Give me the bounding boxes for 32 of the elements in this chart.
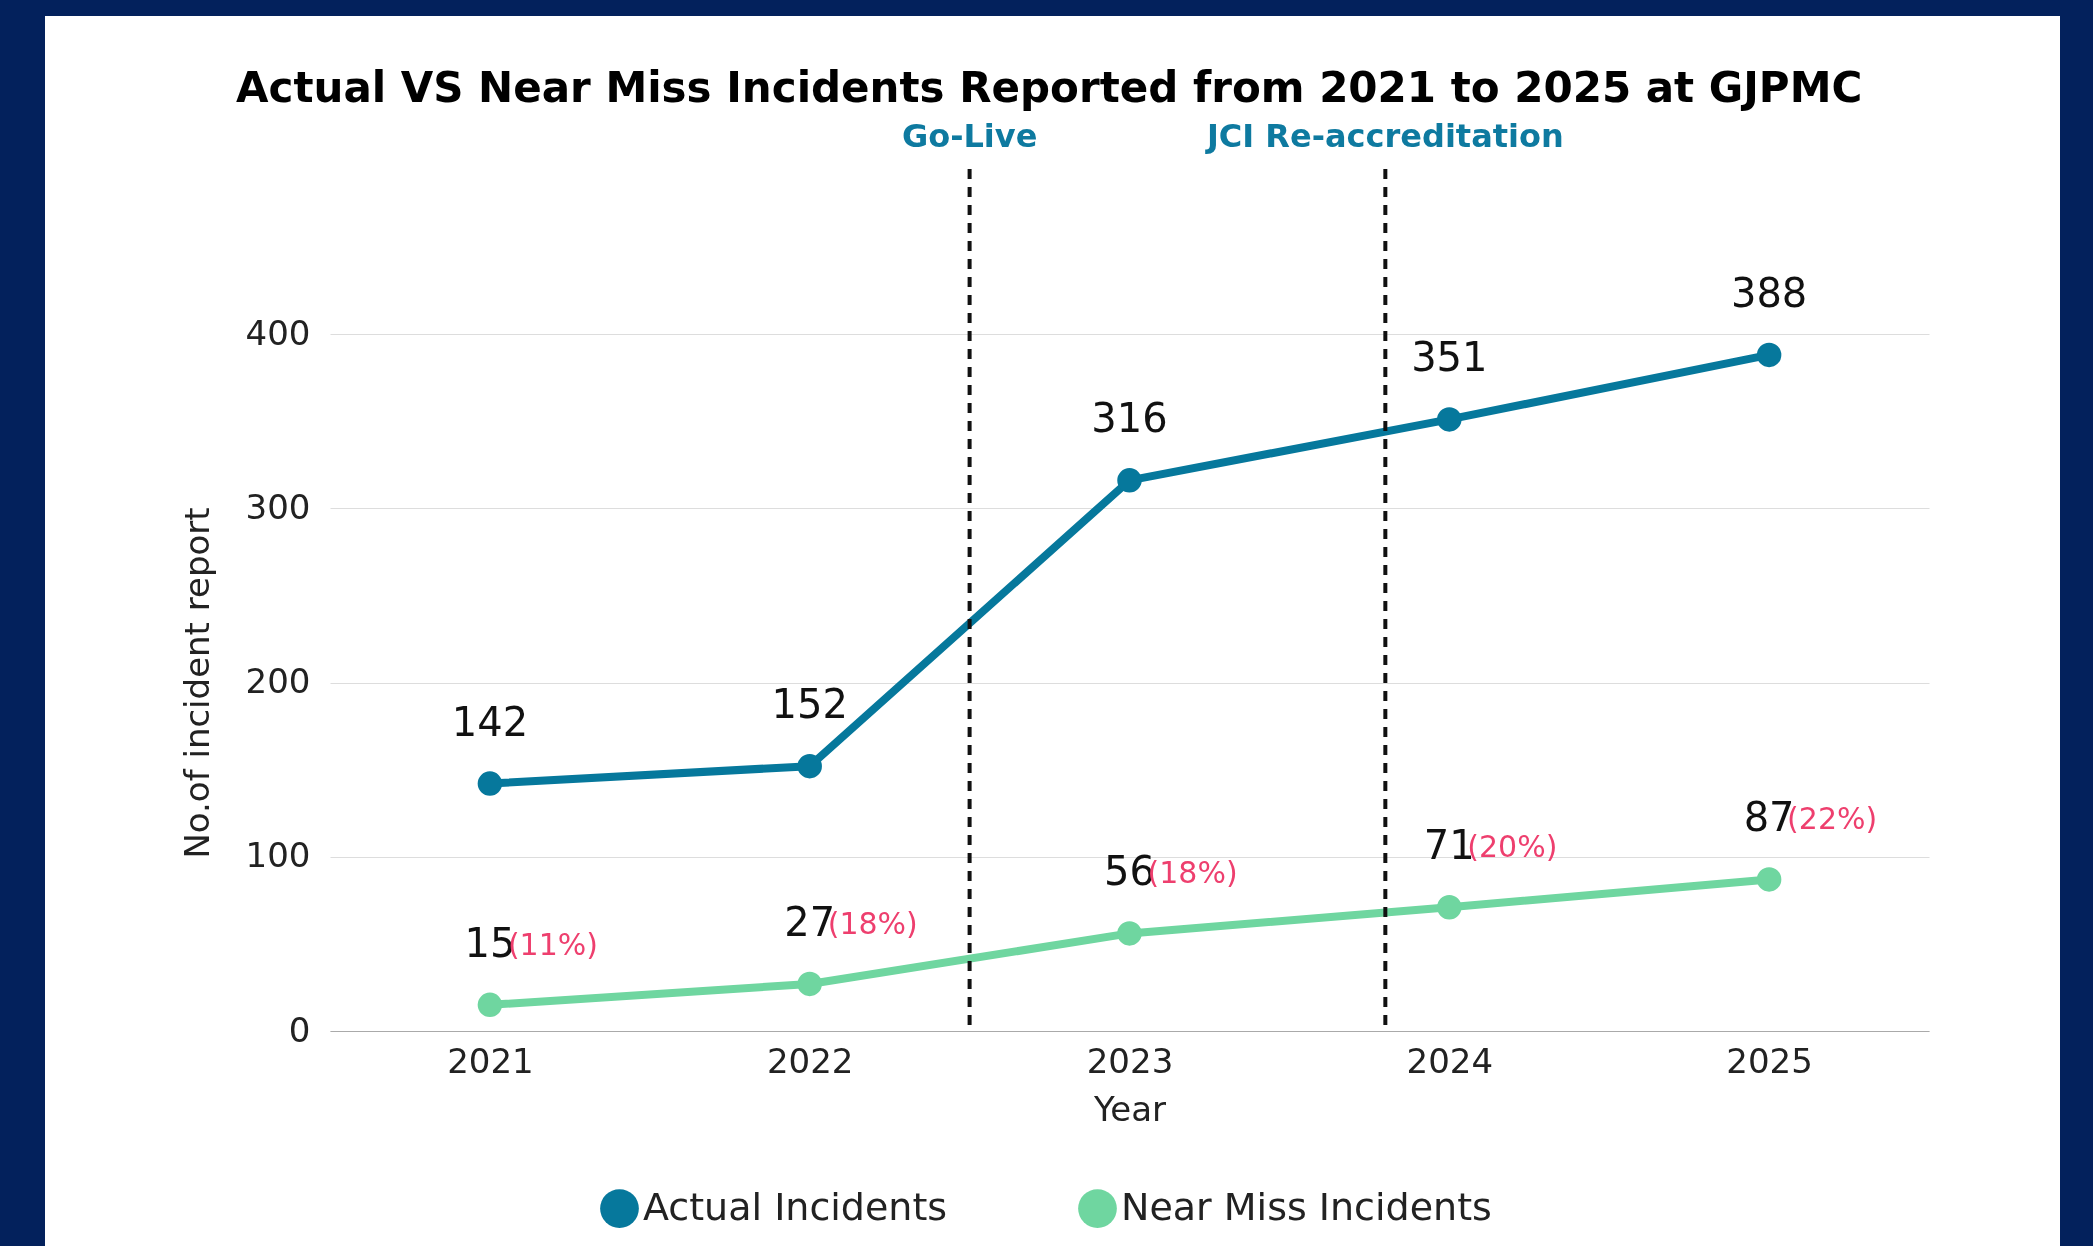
data-label: 388 xyxy=(1730,269,1808,316)
point xyxy=(477,771,503,796)
y-tick-label: 0 xyxy=(288,1009,311,1050)
y-axis-title: No.of incident report xyxy=(176,507,217,859)
point xyxy=(477,992,503,1018)
y-tick-label: 300 xyxy=(245,486,311,527)
ref-line-label: JCI Re-accreditation xyxy=(1204,117,1564,155)
point xyxy=(1437,407,1462,432)
x-axis-title: Year xyxy=(1093,1088,1167,1129)
point xyxy=(797,753,822,779)
y-tick-label: 200 xyxy=(245,661,311,701)
x-tick-label: 2022 xyxy=(766,1040,854,1081)
y-tick-label: 400 xyxy=(245,312,311,353)
point xyxy=(1117,921,1142,946)
legend-label: Actual Incidents xyxy=(643,1184,948,1229)
point xyxy=(1756,342,1782,368)
point xyxy=(797,971,822,997)
y-tick-label: 100 xyxy=(245,835,311,876)
data-label: 351 xyxy=(1411,334,1488,381)
x-tick-label: 2023 xyxy=(1086,1040,1174,1081)
ref-line-label: Go-Live xyxy=(901,117,1038,155)
point xyxy=(1756,867,1782,892)
point xyxy=(1117,468,1142,493)
x-tick-label: 2025 xyxy=(1726,1040,1813,1081)
point xyxy=(1437,895,1462,920)
legend-label: Near Miss Incidents xyxy=(1121,1184,1492,1229)
data-label: 316 xyxy=(1091,395,1168,442)
x-tick-label: 2021 xyxy=(447,1040,534,1081)
data-label: 152 xyxy=(771,681,848,728)
chart-title: Actual VS Near Miss Incidents Reported from 2021 to 2025 at GJPMC xyxy=(236,63,1863,112)
data-label: 142 xyxy=(451,698,529,745)
x-tick-label: 2024 xyxy=(1406,1040,1494,1081)
